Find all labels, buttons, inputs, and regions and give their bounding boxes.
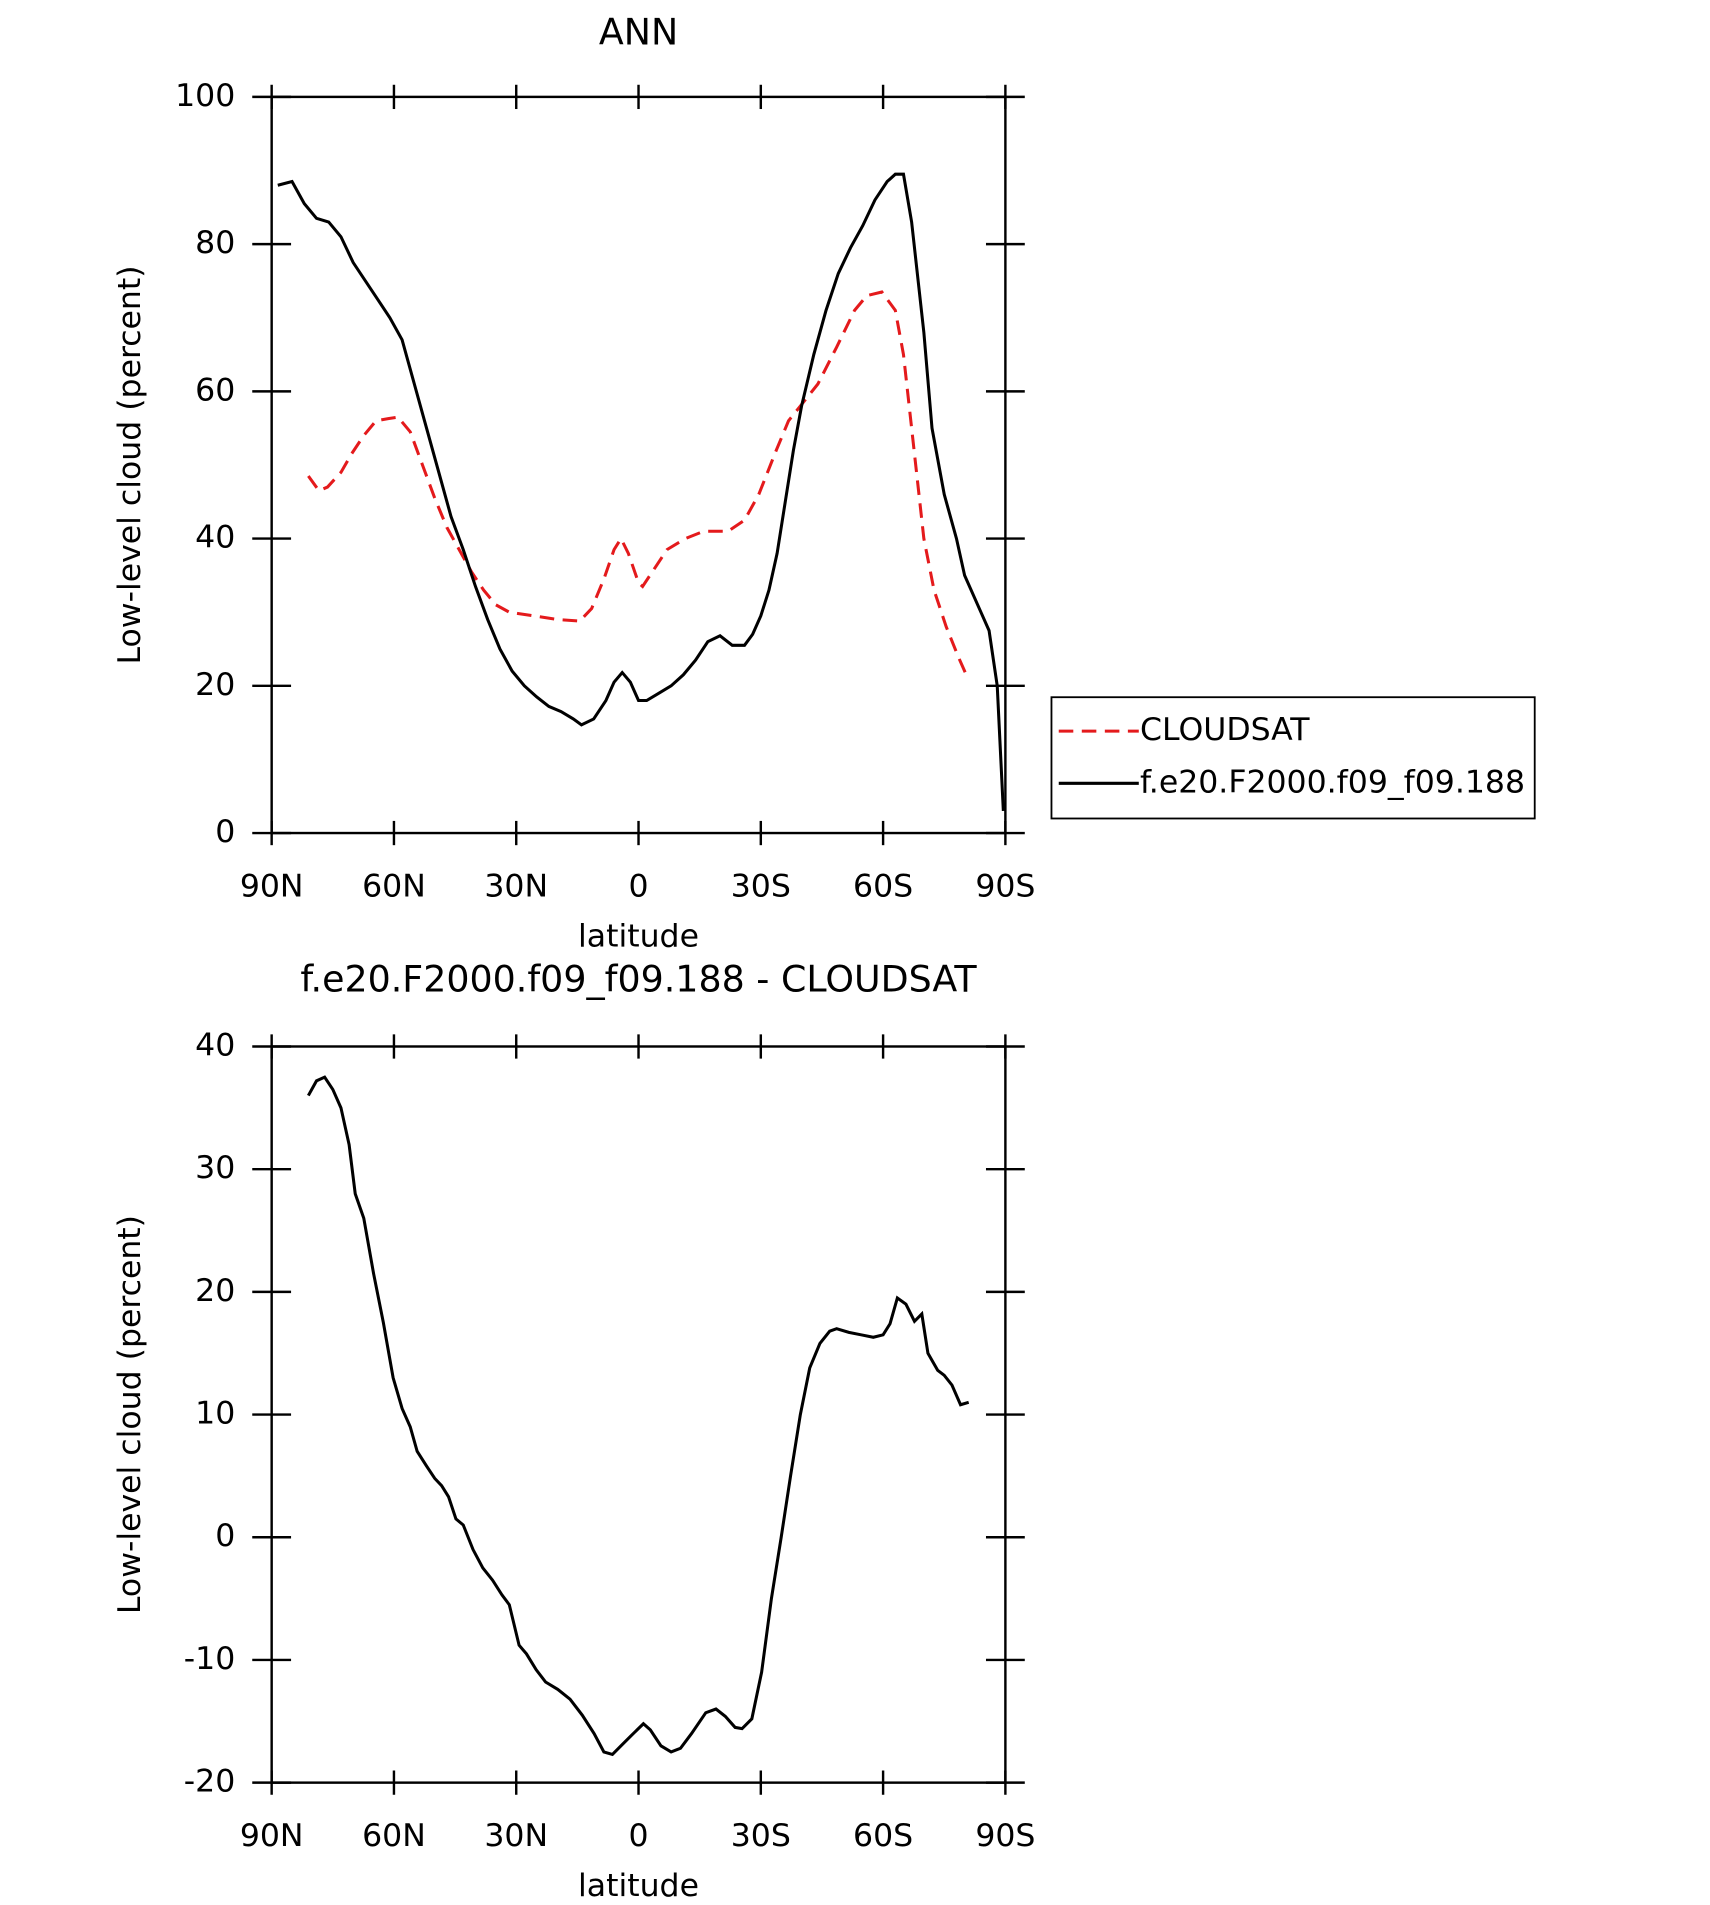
y-tick-label: 0 <box>215 814 235 850</box>
y-tick-label: 60 <box>195 372 235 408</box>
legend-box <box>1050 696 1536 820</box>
x-tick-label: 0 <box>628 1818 648 1854</box>
x-tick-label: 30S <box>731 1818 791 1854</box>
x-tick-label: 90S <box>975 869 1035 905</box>
y-tick-label: 80 <box>195 225 235 261</box>
y-tick-label: 20 <box>195 667 235 703</box>
data-line <box>307 1075 970 1757</box>
legend: CLOUDSAT f.e20.F2000.f09_f09.188 <box>1050 696 1536 820</box>
y-tick-label: 10 <box>195 1396 235 1432</box>
y-axis-label: Low-level cloud (percent) <box>112 1215 148 1614</box>
y-axis-label: Low-level cloud (percent) <box>112 265 148 664</box>
y-tick-label: 30 <box>195 1150 235 1186</box>
x-axis-label: latitude <box>578 918 699 954</box>
x-tick-label: 90N <box>240 1818 304 1854</box>
x-tick-label: 60N <box>362 869 426 905</box>
plot-frame <box>270 1045 1007 1784</box>
y-tick-label: 40 <box>195 520 235 556</box>
x-axis-label: latitude <box>578 1868 699 1904</box>
y-tick-label: 20 <box>195 1273 235 1309</box>
x-tick-label: 30N <box>484 1818 548 1854</box>
y-tick-label: -20 <box>184 1764 235 1800</box>
y-tick-label: 0 <box>215 1518 235 1554</box>
y-tick-label: -10 <box>184 1641 235 1677</box>
data-line <box>307 290 970 680</box>
plot: f.e20.F2000.f09_f09.188 - CLOUDSAT 90N 60N… <box>112 958 1035 1904</box>
data-line <box>277 172 1005 812</box>
chart-title: ANN <box>599 10 678 53</box>
y-tick-label: 40 <box>195 1027 235 1063</box>
x-tick-label: 30S <box>731 869 791 905</box>
legend-label: f.e20.F2000.f09_f09.188 <box>1140 764 1525 800</box>
x-tick-label: 90S <box>975 1818 1035 1854</box>
plot-frame <box>270 95 1007 835</box>
x-tick-label: 0 <box>628 869 648 905</box>
x-tick-label: 30N <box>484 869 548 905</box>
x-tick-label: 60S <box>853 869 913 905</box>
legend-label: CLOUDSAT <box>1140 712 1310 748</box>
y-tick-label: 100 <box>175 78 235 114</box>
chart-title: f.e20.F2000.f09_f09.188 - CLOUDSAT <box>300 958 977 1001</box>
plot: ANN 90N 60N 30N 0 30S 60S 90S 0 20 40 60 80 100 latitu… <box>112 10 1536 954</box>
x-tick-label: 90N <box>240 869 304 905</box>
x-tick-label: 60N <box>362 1818 426 1854</box>
x-tick-label: 60S <box>853 1818 913 1854</box>
